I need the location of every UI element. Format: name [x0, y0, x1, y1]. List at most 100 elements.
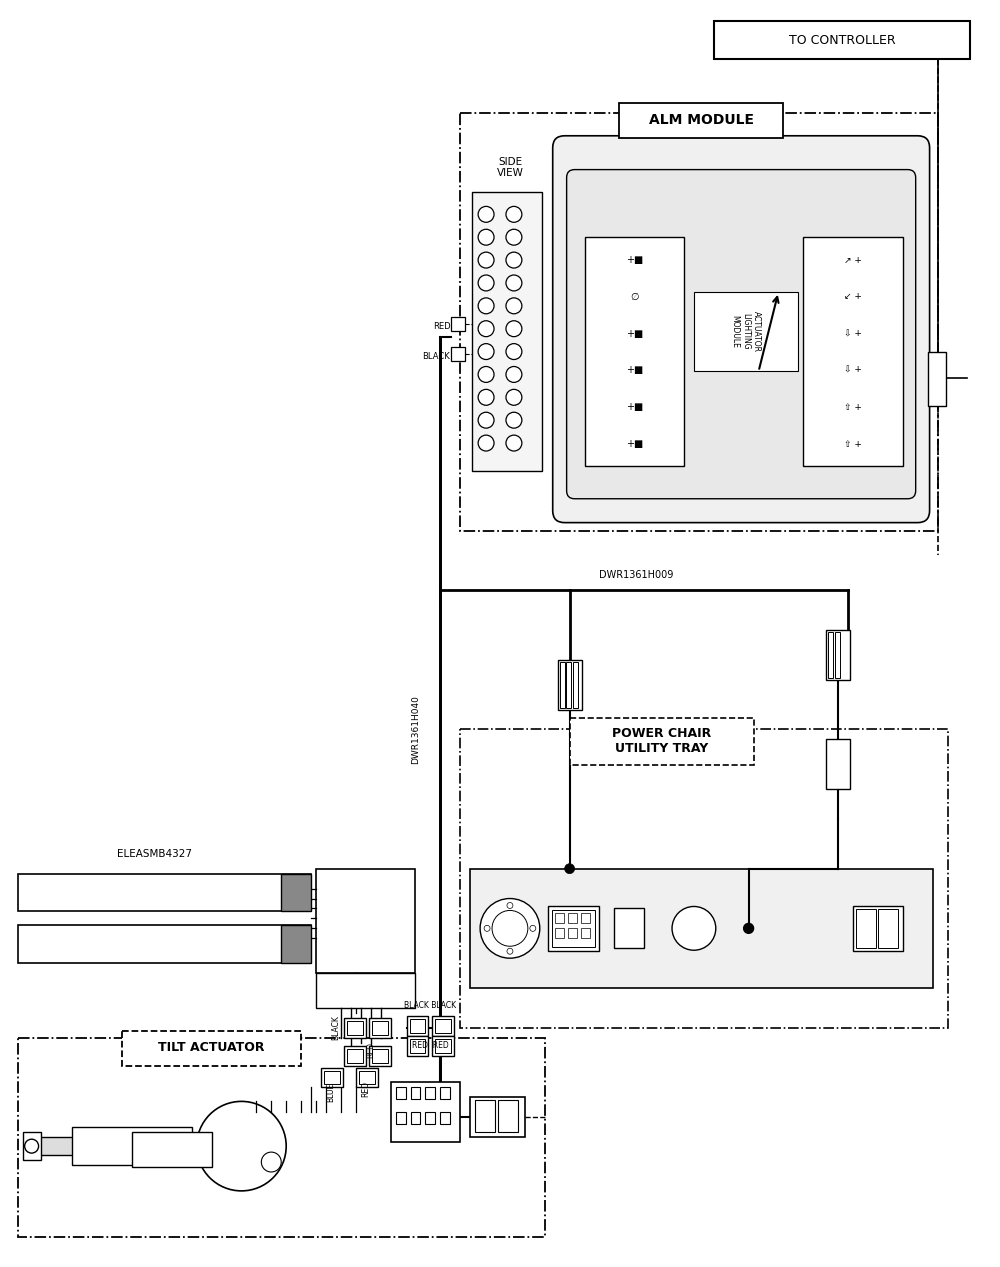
Bar — [475, 1101, 495, 1133]
Bar — [470, 869, 933, 988]
Bar — [555, 929, 564, 939]
Bar — [560, 661, 565, 707]
Bar — [347, 1049, 363, 1063]
Bar — [451, 317, 465, 331]
Text: RED: RED — [366, 1041, 375, 1058]
Circle shape — [507, 948, 513, 954]
Text: +■: +■ — [626, 255, 643, 265]
Bar — [548, 906, 599, 952]
Bar — [568, 914, 577, 924]
Circle shape — [478, 435, 494, 451]
Bar — [425, 1087, 435, 1100]
Circle shape — [478, 229, 494, 246]
Circle shape — [506, 366, 522, 383]
Text: +■: +■ — [626, 440, 643, 449]
Bar — [281, 874, 311, 911]
Circle shape — [506, 412, 522, 428]
Text: +■: +■ — [626, 402, 643, 412]
Bar — [359, 1071, 375, 1085]
Bar — [18, 925, 311, 963]
Circle shape — [197, 1101, 286, 1191]
Circle shape — [506, 252, 522, 269]
Bar — [28, 1138, 207, 1156]
Bar — [828, 632, 833, 678]
Bar — [826, 630, 850, 679]
Bar — [566, 661, 571, 707]
Text: ALM MODULE: ALM MODULE — [649, 113, 754, 127]
Text: RED: RED — [361, 1082, 370, 1097]
Text: ∅: ∅ — [630, 291, 639, 302]
Bar — [410, 1039, 425, 1053]
Bar — [407, 1016, 428, 1035]
Circle shape — [484, 925, 490, 931]
Circle shape — [530, 925, 536, 931]
Text: BLUE: BLUE — [326, 1083, 335, 1102]
Bar — [835, 632, 840, 678]
Bar — [396, 1112, 406, 1124]
Bar — [372, 1021, 388, 1035]
Circle shape — [261, 1152, 281, 1172]
Circle shape — [506, 229, 522, 246]
Bar — [344, 1017, 366, 1038]
Bar — [803, 237, 903, 466]
Text: TILT ACTUATOR: TILT ACTUATOR — [158, 1041, 265, 1054]
Circle shape — [565, 864, 575, 874]
FancyBboxPatch shape — [567, 170, 916, 499]
Circle shape — [480, 898, 540, 958]
Bar — [435, 1019, 451, 1033]
Text: DWR1361H040: DWR1361H040 — [411, 696, 420, 764]
Bar — [552, 911, 595, 948]
Circle shape — [506, 389, 522, 405]
Text: TO CONTROLLER: TO CONTROLLER — [789, 34, 895, 47]
Bar — [470, 1097, 525, 1138]
Circle shape — [478, 207, 494, 222]
Bar — [570, 717, 754, 765]
Text: ↗ +: ↗ + — [844, 256, 862, 265]
Bar — [411, 1087, 420, 1100]
Text: SIDE
VIEW: SIDE VIEW — [497, 157, 523, 179]
Bar — [324, 1071, 340, 1085]
Bar — [391, 1082, 460, 1142]
Bar — [460, 113, 938, 531]
Bar — [369, 1045, 391, 1066]
Circle shape — [478, 366, 494, 383]
Bar — [826, 740, 850, 789]
Text: ACTUATOR
LIGHTING
MODULE: ACTUATOR LIGHTING MODULE — [731, 312, 761, 352]
Bar — [568, 929, 577, 939]
Circle shape — [478, 298, 494, 314]
Text: ↙ +: ↙ + — [844, 293, 862, 302]
Bar — [411, 1112, 420, 1124]
FancyBboxPatch shape — [553, 136, 930, 522]
Circle shape — [478, 275, 494, 291]
Bar — [18, 874, 311, 911]
Circle shape — [507, 902, 513, 908]
Bar — [432, 1035, 454, 1055]
Bar — [585, 237, 684, 466]
Circle shape — [506, 298, 522, 314]
Bar — [573, 661, 578, 707]
Text: +■: +■ — [626, 365, 643, 375]
Bar — [853, 906, 903, 952]
Circle shape — [25, 1139, 39, 1153]
Text: BLACK BLACK: BLACK BLACK — [404, 1001, 456, 1010]
Circle shape — [478, 412, 494, 428]
Text: ELEASMB4327: ELEASMB4327 — [117, 849, 192, 859]
Bar — [619, 103, 783, 138]
Bar — [856, 910, 876, 948]
Bar — [321, 1068, 343, 1087]
Text: ⇩ +: ⇩ + — [844, 366, 862, 375]
Bar — [498, 1101, 518, 1133]
Bar — [425, 1112, 435, 1124]
Bar — [407, 1035, 428, 1055]
Text: DWR1361H009: DWR1361H009 — [599, 570, 674, 580]
Circle shape — [672, 906, 716, 950]
Bar — [928, 351, 946, 407]
Bar — [356, 1068, 378, 1087]
Circle shape — [506, 207, 522, 222]
Bar — [432, 1016, 454, 1035]
Text: BLACK: BLACK — [423, 352, 450, 361]
Circle shape — [478, 252, 494, 269]
Bar — [555, 914, 564, 924]
Bar — [396, 1087, 406, 1100]
Bar — [714, 22, 970, 60]
